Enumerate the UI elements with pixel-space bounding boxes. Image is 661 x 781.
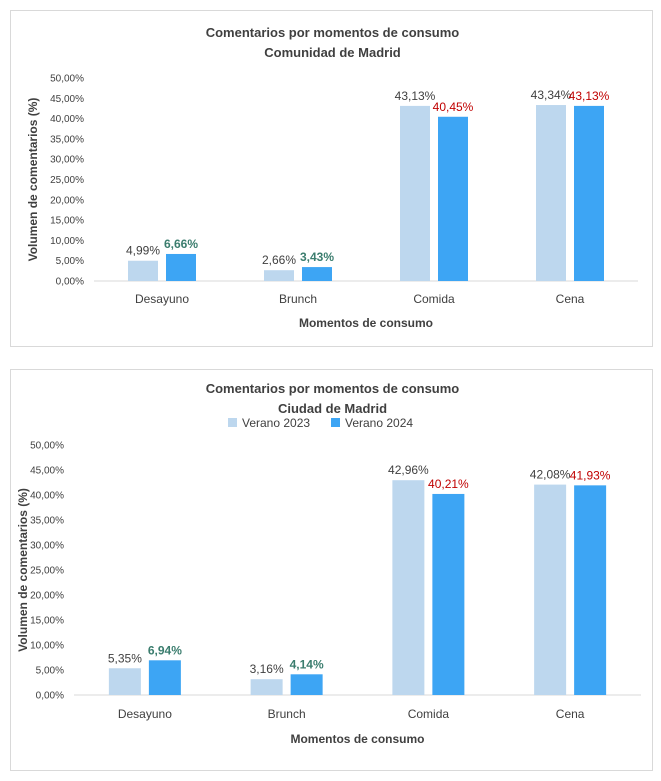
x-axis-title: Momentos de consumo bbox=[299, 316, 433, 330]
data-label-brunch-series-1: 3,16% bbox=[250, 662, 284, 676]
data-label-brunch-series-1: 2,66% bbox=[262, 253, 296, 267]
y-tick-label: 30,00% bbox=[50, 155, 84, 166]
bar-cena-series-1 bbox=[534, 484, 567, 695]
y-tick-label: 25,00% bbox=[30, 566, 64, 577]
category-label: Brunch bbox=[268, 707, 306, 721]
bar-comida-series-2 bbox=[438, 116, 468, 281]
category-label: Desayuno bbox=[118, 707, 172, 721]
y-tick-label: 35,00% bbox=[50, 134, 84, 145]
bar-brunch-series-2 bbox=[290, 674, 323, 695]
chart-subtitle: Comunidad de Madrid bbox=[264, 45, 401, 60]
data-label-desayuno-series-1: 5,35% bbox=[108, 651, 142, 665]
chart-title: Comentarios por momentos de consumo bbox=[206, 381, 460, 396]
bar-brunch-series-2 bbox=[302, 267, 332, 281]
bar-desayuno-series-1 bbox=[128, 260, 158, 281]
y-tick-label: 20,00% bbox=[50, 195, 84, 206]
legend-label-1: Verano 2023 bbox=[242, 416, 310, 430]
bar-brunch-series-1 bbox=[250, 679, 283, 695]
bar-cena-series-1 bbox=[536, 105, 566, 281]
y-tick-label: 20,00% bbox=[30, 591, 64, 602]
data-label-cena-series-2: 41,93% bbox=[570, 468, 611, 482]
category-label: Comida bbox=[408, 707, 450, 721]
category-label: Brunch bbox=[279, 292, 317, 306]
y-tick-label: 25,00% bbox=[50, 175, 84, 186]
legend-swatch-2 bbox=[331, 418, 340, 427]
y-tick-label: 0,00% bbox=[36, 691, 64, 702]
y-tick-label: 5,00% bbox=[36, 666, 64, 677]
y-tick-label: 15,00% bbox=[50, 216, 84, 227]
chart-ciudad-madrid: Comentarios por momentos de consumo Ciuda… bbox=[10, 369, 653, 771]
chart-title: Comentarios por momentos de consumo bbox=[206, 25, 460, 40]
data-label-cena-series-2: 43,13% bbox=[569, 89, 610, 103]
bar-cena-series-2 bbox=[574, 485, 607, 695]
legend-swatch-1 bbox=[228, 418, 237, 427]
y-tick-label: 40,00% bbox=[30, 491, 64, 502]
data-label-desayuno-series-1: 4,99% bbox=[126, 244, 160, 258]
chart-subtitle: Ciudad de Madrid bbox=[278, 401, 387, 416]
y-axis-title: Volumen de comentarios (%) bbox=[26, 98, 40, 262]
data-label-comida-series-1: 42,96% bbox=[388, 463, 429, 477]
y-tick-label: 50,00% bbox=[50, 74, 84, 85]
chart-1-svg: Comentarios por momentos de consumo Comun… bbox=[26, 25, 638, 330]
category-label: Cena bbox=[556, 707, 585, 721]
y-axis-title: Volumen de comentarios (%) bbox=[16, 488, 30, 652]
bar-desayuno-series-2 bbox=[148, 660, 181, 695]
y-tick-label: 0,00% bbox=[56, 277, 84, 288]
y-tick-label: 5,00% bbox=[56, 256, 84, 267]
y-tick-label: 15,00% bbox=[30, 616, 64, 627]
data-label-desayuno-series-2: 6,94% bbox=[148, 643, 182, 657]
chart-2-svg: Comentarios por momentos de consumo Ciuda… bbox=[16, 381, 641, 746]
y-tick-label: 10,00% bbox=[50, 236, 84, 247]
bar-cena-series-2 bbox=[574, 105, 604, 281]
data-label-comida-series-2: 40,45% bbox=[433, 100, 474, 114]
category-label: Comida bbox=[413, 292, 455, 306]
y-tick-label: 50,00% bbox=[30, 441, 64, 452]
y-tick-label: 35,00% bbox=[30, 516, 64, 527]
data-label-comida-series-1: 43,13% bbox=[395, 89, 436, 103]
bar-brunch-series-1 bbox=[264, 270, 294, 281]
data-label-comida-series-2: 40,21% bbox=[428, 477, 469, 491]
y-tick-label: 45,00% bbox=[30, 466, 64, 477]
y-tick-label: 40,00% bbox=[50, 114, 84, 125]
category-label: Desayuno bbox=[135, 292, 189, 306]
data-label-brunch-series-2: 4,14% bbox=[290, 657, 324, 671]
y-tick-label: 10,00% bbox=[30, 641, 64, 652]
y-tick-label: 30,00% bbox=[30, 541, 64, 552]
data-label-cena-series-1: 43,34% bbox=[531, 88, 572, 102]
category-label: Cena bbox=[556, 292, 585, 306]
data-label-brunch-series-2: 3,43% bbox=[300, 250, 334, 264]
data-label-desayuno-series-2: 6,66% bbox=[164, 237, 198, 251]
bar-comida-series-2 bbox=[432, 493, 465, 695]
data-label-cena-series-1: 42,08% bbox=[530, 468, 571, 482]
y-tick-label: 45,00% bbox=[50, 94, 84, 105]
bar-comida-series-1 bbox=[392, 480, 425, 695]
x-axis-title: Momentos de consumo bbox=[290, 732, 424, 746]
bar-desayuno-series-1 bbox=[108, 668, 141, 695]
legend-label-2: Verano 2024 bbox=[345, 416, 413, 430]
chart-comunidad-madrid: Comentarios por momentos de consumo Comun… bbox=[10, 10, 653, 347]
bar-comida-series-1 bbox=[400, 105, 430, 281]
bar-desayuno-series-2 bbox=[166, 253, 196, 281]
